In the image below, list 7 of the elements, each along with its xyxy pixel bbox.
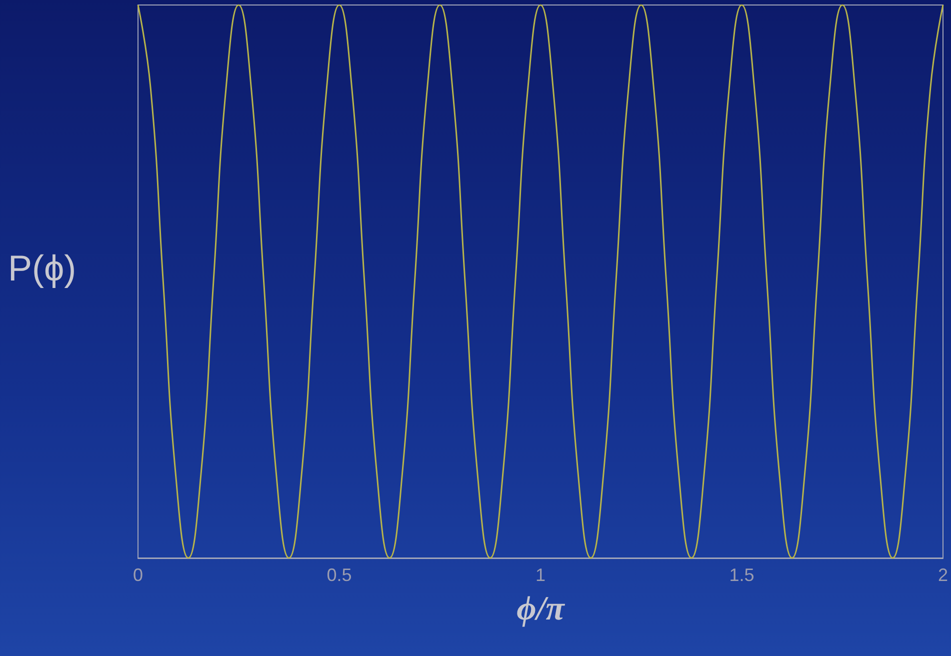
x-tick-label: 1.5 — [729, 565, 754, 585]
y-axis-title: P(ϕ) — [8, 248, 76, 288]
x-tick-label: 0.5 — [326, 565, 352, 585]
x-tick-label: 1 — [535, 565, 546, 585]
x-axis-title: ϕ/π — [516, 590, 566, 628]
x-tick-label: 0 — [132, 565, 144, 585]
x-tick-label: 2 — [938, 565, 948, 585]
